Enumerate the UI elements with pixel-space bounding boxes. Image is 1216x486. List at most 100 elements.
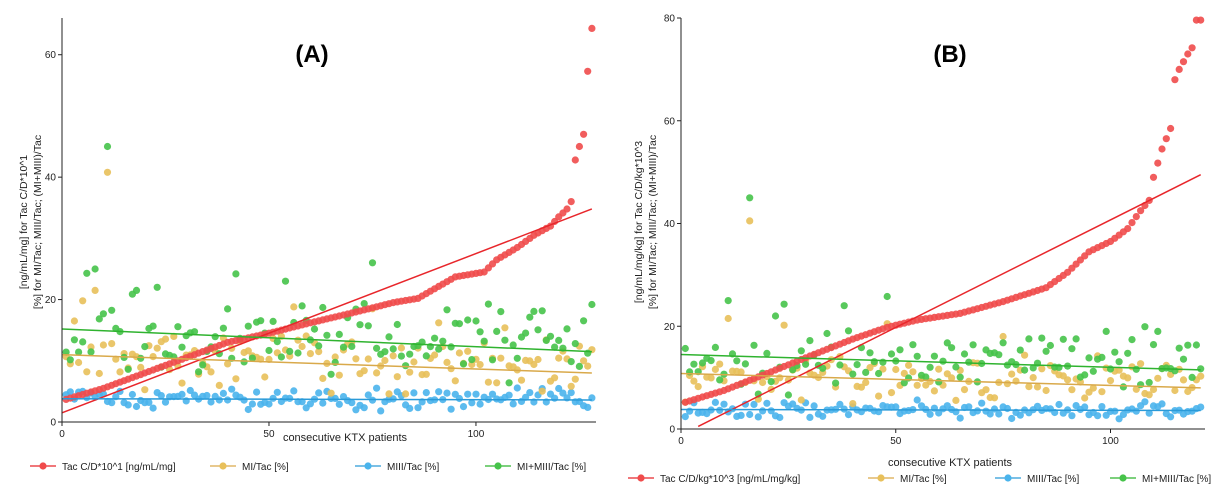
panel-a-series-3-point — [406, 404, 414, 412]
panel-b-series-2-point — [857, 383, 866, 391]
panel-b-series-4-point — [1059, 335, 1067, 343]
panel-a-series-4-point — [108, 306, 116, 314]
panel-b-series-4-point — [935, 378, 943, 386]
panel-b-series-2-point — [1154, 374, 1162, 382]
panel-b-series-3-point — [892, 403, 900, 411]
panel-a-series-2-point — [517, 376, 526, 384]
panel-a-series-1-point — [571, 156, 579, 164]
panel-a-series-2-point — [538, 387, 546, 395]
panel-b-series-4-point — [1038, 334, 1046, 342]
panel-a-series-4-point — [406, 350, 414, 358]
panel-b-series-4-point — [746, 194, 754, 202]
panel-a-series-4-point — [364, 322, 372, 330]
panel-a-series-4-point — [580, 317, 588, 325]
panel-a-series-3-point — [286, 394, 294, 402]
panel-b-series-4-point — [943, 339, 951, 347]
panel-a-series-4-point — [62, 348, 70, 356]
panel-a-series-2-point — [99, 341, 107, 349]
panel-a-series-3-point — [228, 385, 236, 393]
panel-b-series-4-point — [707, 357, 715, 365]
panel-a-series-4-point — [468, 356, 476, 364]
panel-a-series-4-point — [240, 358, 248, 366]
panel-b: 0 50 100 0 20 40 60 80 (B) consecutive KTX pati… — [628, 14, 1211, 485]
panel-b-y-tick-label: 0 — [669, 425, 675, 436]
panel-a-series-2-point — [389, 352, 397, 360]
panel-b-series-2-point — [930, 387, 939, 395]
panel-b-x-tick-label: 100 — [1102, 436, 1119, 447]
panel-a-series-2-point — [108, 340, 116, 348]
panel-b-series-2-point — [990, 394, 999, 402]
panel-b-series-4-point — [1068, 345, 1076, 353]
panel-b-series-3-point — [759, 407, 767, 415]
panel-a-series-3-point — [253, 388, 261, 396]
panel-b-series-2-point — [1025, 383, 1033, 391]
panel-b-series-2-point — [797, 396, 805, 404]
panel-a-series-4-point — [87, 348, 95, 356]
panel-b-series-4-point — [875, 369, 883, 378]
panel-b-series-3-point — [913, 396, 921, 404]
panel-b-series-3-point — [1167, 413, 1175, 421]
panel-b-series-4-point — [819, 364, 827, 372]
panel-a-series-4-point — [103, 142, 112, 151]
panel-b-series-4-point — [797, 347, 805, 355]
panel-b-series-4-point — [930, 352, 939, 360]
panel-b-series-3-point — [995, 410, 1003, 418]
panel-b-series-4-point — [1192, 341, 1200, 349]
panel-a-series-2-point — [381, 356, 389, 365]
panel-a-series-3-point — [319, 399, 327, 407]
panel-b-series-4-point — [1145, 378, 1153, 387]
panel-a-series-2-point — [451, 377, 459, 385]
panel-a-series-3-point — [559, 389, 567, 397]
panel-b-series-4-point — [896, 346, 904, 354]
panel-a-series-3-point — [66, 388, 74, 396]
panel-a-series-2-point — [83, 368, 91, 376]
panel-a-series-4-point — [265, 346, 273, 355]
panel-a-series-4-point — [360, 300, 368, 308]
panel-a-series-4-point — [439, 337, 447, 345]
panel-a-series-4-point — [526, 313, 534, 321]
panel-a-series-4-point — [431, 334, 439, 342]
panel-b-y-tick-label: 20 — [664, 322, 676, 333]
panel-a-series-4-point — [373, 344, 381, 352]
panel-a-legend-item-4: MI+MIII/Tac [%] — [485, 462, 586, 473]
panel-a-series-2-point — [443, 358, 451, 366]
panel-a-series-2-point — [406, 368, 414, 376]
panel-a-series-2-point — [141, 386, 149, 394]
panel-b-series-3-point — [1003, 404, 1012, 413]
panel-a-series-2-point — [103, 168, 112, 176]
panel-a-series-4-point — [141, 343, 149, 351]
panel-b-series-4-point — [1102, 327, 1110, 335]
panel-a-y-tick-label: 60 — [45, 50, 57, 61]
panel-a-series-3-point — [306, 400, 314, 408]
panel-a-legend-label-4: MI+MIII/Tac [%] — [517, 462, 586, 473]
panel-a-series-2-point — [422, 370, 430, 378]
panel-a-series-4-point — [509, 341, 517, 349]
panel-a-series-4-point — [310, 325, 319, 333]
panel-b-series-2-point — [849, 400, 857, 408]
panel-a-series-2-point — [232, 375, 240, 383]
panel-b-series-3-point — [763, 399, 771, 407]
panel-a-series-4-point — [464, 316, 472, 324]
panel-b-series-4-point — [1137, 381, 1145, 389]
panel-b-series-2-point — [1003, 380, 1012, 388]
panel-b-series-1-point — [1167, 124, 1175, 133]
panel-a-series-3-point — [476, 400, 484, 408]
panel-b-series-4-point — [690, 360, 698, 368]
panel-b-legend-item-2: MI/Tac [%] — [868, 474, 947, 485]
panel-a-series-3-point — [509, 400, 517, 408]
panel-a-series-4-point — [459, 360, 468, 368]
panel-b-series-2-point — [1124, 374, 1132, 382]
panel-b-series-4-point — [1085, 354, 1093, 362]
panel-b-series-2-point — [1149, 385, 1158, 394]
panel-b-series-3-point — [978, 399, 986, 407]
panel-b-series-2-point — [1132, 385, 1140, 393]
panel-b-series-4-point — [733, 357, 741, 365]
panel-b-series-2-point — [1098, 388, 1106, 396]
panel-b-series-2-point — [1106, 377, 1115, 385]
panel-a-series-3-point — [513, 384, 521, 392]
panel-a-series-3-point — [472, 390, 480, 398]
panel-b-series-4-point — [698, 359, 707, 367]
panel-b-series-4-fit-line — [680, 353, 1201, 371]
panel-b-series-1-point — [1158, 145, 1166, 153]
panel-b-series-3-point — [973, 407, 982, 415]
